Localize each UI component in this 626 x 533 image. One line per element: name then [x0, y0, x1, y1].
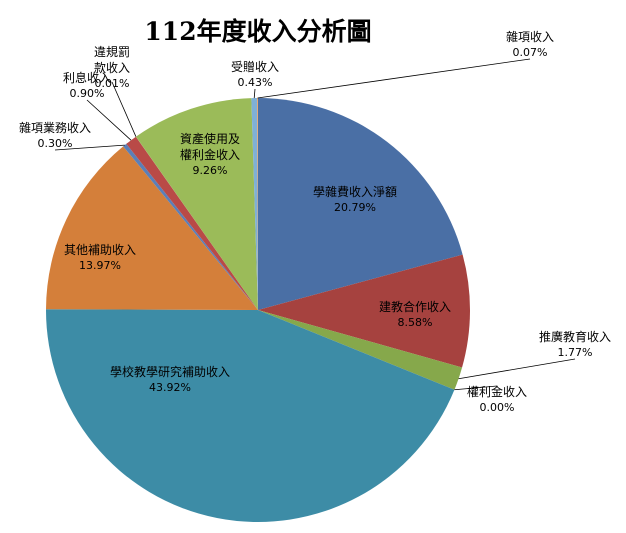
value-label: 43.92% — [149, 381, 191, 394]
slice-label: 資產使用及權利金收入 9.26% — [175, 131, 245, 179]
pie-slice — [46, 309, 455, 522]
slice-label: 受贈收入 0.43% — [220, 59, 290, 91]
leader-line — [54, 144, 125, 151]
leader-line — [111, 81, 137, 137]
value-label: 0.30% — [37, 137, 73, 150]
slice-label: 權利金收入 0.00% — [452, 384, 542, 416]
value-label: 0.01% — [94, 77, 130, 90]
pie-slice — [258, 98, 463, 310]
leader-line — [86, 99, 132, 141]
value-label: 0.90% — [69, 87, 105, 100]
value-label: 9.26% — [192, 164, 228, 177]
slice-label: 其他補助收入 13.97% — [50, 242, 150, 274]
leader-line — [253, 88, 256, 99]
category-label: 學校教學研究補助收入 — [109, 365, 230, 379]
pie-slice — [258, 254, 470, 368]
value-label: 8.58% — [397, 316, 433, 329]
value-label: 1.77% — [557, 346, 593, 359]
value-label: 0.07% — [512, 46, 548, 59]
pie-slice — [46, 146, 258, 310]
category-label: 學雜費收入淨額 — [312, 185, 397, 199]
category-label: 權利金收入 — [466, 385, 527, 399]
slice-label: 雜項業務收入 0.30% — [5, 120, 105, 152]
category-label: 違規罰款收入 — [93, 45, 130, 75]
pie-slice — [257, 98, 258, 310]
slice-label: 違規罰款收入 0.01% — [92, 44, 132, 92]
value-label: 0.00% — [479, 401, 515, 414]
pie-slice — [126, 136, 258, 310]
pie-slice — [135, 98, 258, 310]
slice-label: 學雜費收入淨額 20.79% — [300, 184, 410, 216]
value-label: 20.79% — [334, 201, 376, 214]
category-label: 建教合作收入 — [378, 300, 451, 314]
category-label: 推廣教育收入 — [538, 330, 611, 344]
category-label: 雜項收入 — [505, 30, 554, 44]
pie-slice — [123, 143, 259, 310]
category-label: 雜項業務收入 — [18, 121, 91, 135]
slice-label: 利息收入 0.90% — [57, 70, 117, 102]
pie-slice — [251, 98, 258, 311]
slice-label: 建教合作收入 8.58% — [370, 299, 460, 331]
leader-line — [454, 385, 498, 391]
category-label: 利息收入 — [62, 71, 111, 85]
category-label: 資產使用及權利金收入 — [179, 132, 240, 162]
chart-title: 112年度收入分析圖 — [144, 17, 372, 46]
value-label: 13.97% — [79, 259, 121, 272]
slice-label: 雜項收入 0.07% — [500, 29, 560, 61]
slice-label: 推廣教育收入 1.77% — [535, 329, 615, 361]
category-label: 受贈收入 — [230, 60, 279, 74]
pie-slice — [135, 136, 258, 310]
category-label: 其他補助收入 — [63, 243, 136, 257]
slice-label: 學校教學研究補助收入 43.92% — [85, 364, 255, 396]
leader-line — [458, 358, 576, 380]
value-label: 0.43% — [237, 76, 273, 89]
pie-slice — [258, 310, 463, 390]
leader-line — [257, 58, 531, 99]
